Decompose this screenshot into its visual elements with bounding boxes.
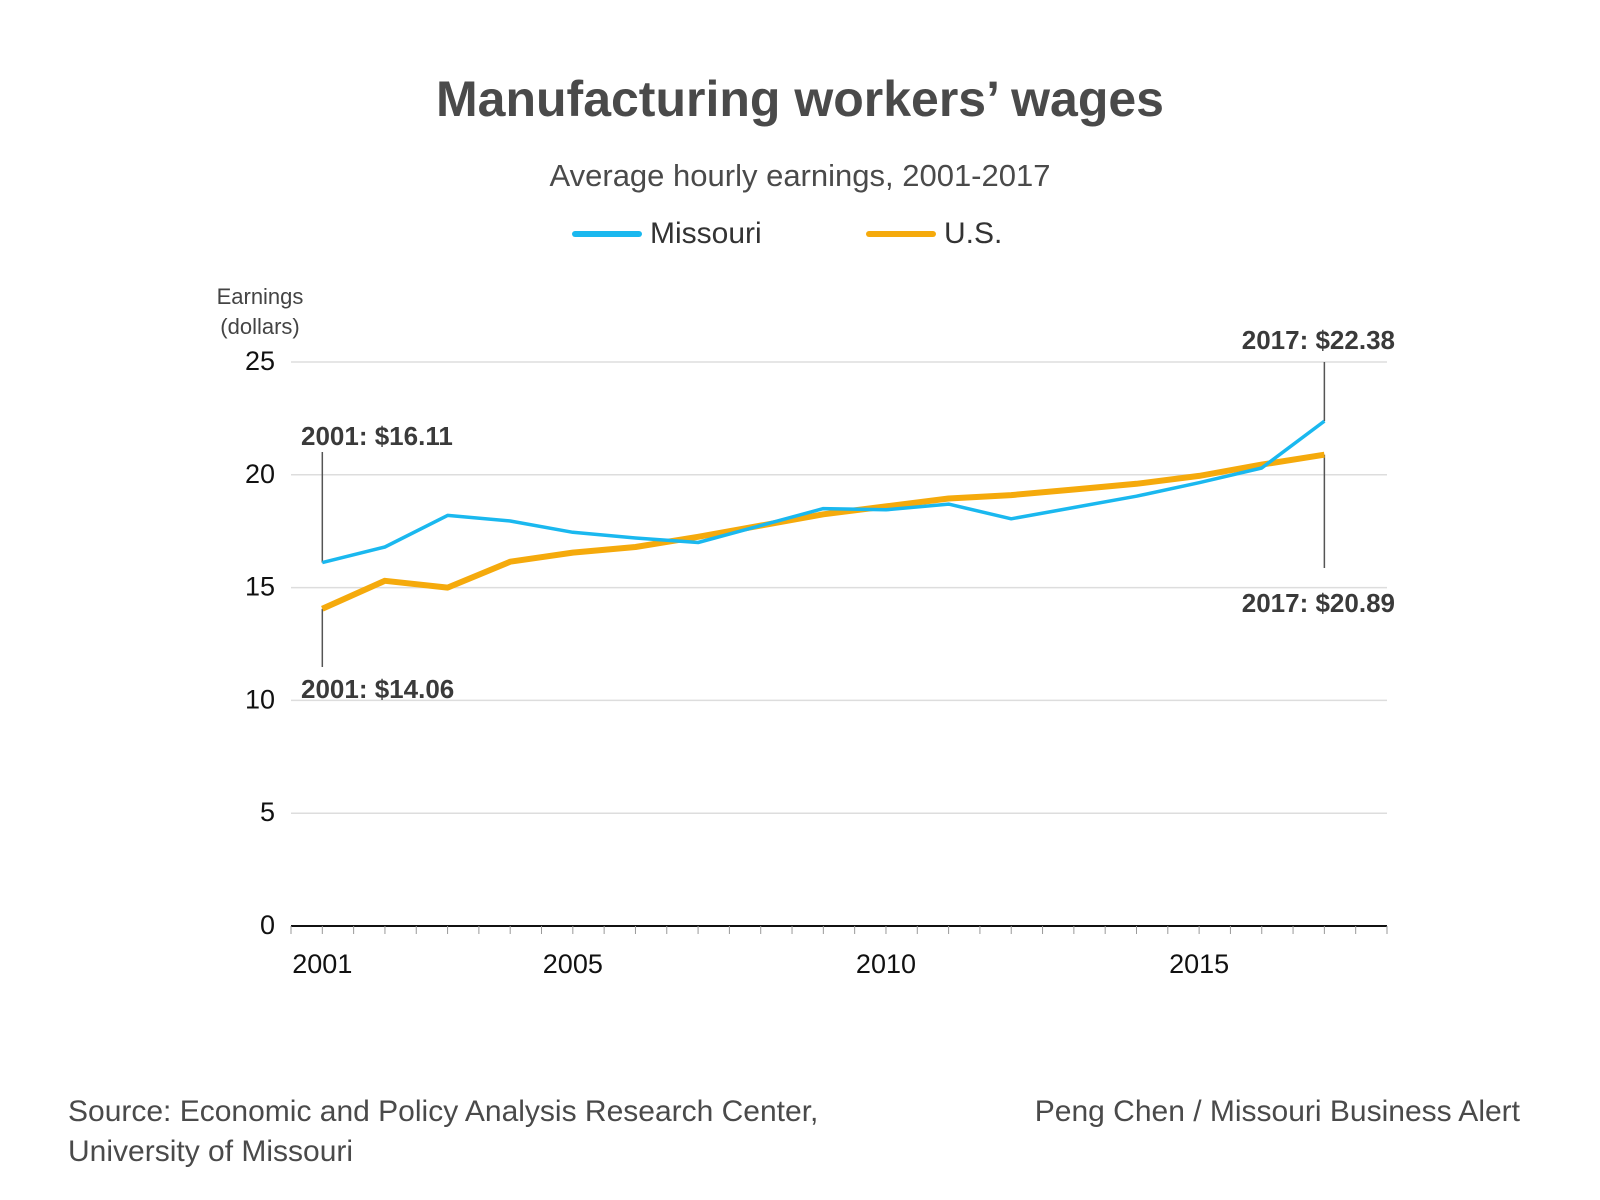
- annotation-label-1: 2001: $14.06: [301, 674, 454, 704]
- y-axis-label-line1: Earnings: [216, 284, 304, 309]
- x-tick-label-2001: 2001: [292, 949, 352, 979]
- y-tick-label-20: 20: [245, 459, 275, 489]
- x-tick-label-2005: 2005: [543, 949, 603, 979]
- y-tick-label-0: 0: [260, 910, 275, 940]
- legend-item-missouri: Missouri: [572, 214, 762, 254]
- annotation-label-3: 2017: $20.89: [1242, 588, 1395, 618]
- y-axis-label: Earnings (dollars): [190, 282, 330, 342]
- legend-item-us: U.S.: [866, 214, 1002, 254]
- y-tick-label-15: 15: [245, 572, 275, 602]
- chart-subtitle: Average hourly earnings, 2001-2017: [549, 158, 1051, 193]
- y-tick-label-5: 5: [260, 797, 275, 827]
- source-line2: University of Missouri: [68, 1135, 354, 1168]
- y-tick-label-25: 25: [245, 346, 275, 376]
- source-note: Source: Economic and Policy Analysis Res…: [68, 1092, 928, 1172]
- y-axis-label-line2: (dollars): [220, 314, 300, 339]
- legend-label-missouri: Missouri: [650, 217, 762, 250]
- x-tick-label-2015: 2015: [1169, 949, 1229, 979]
- annotation-label-2: 2017: $22.38: [1242, 325, 1395, 355]
- legend-swatch-us: [866, 231, 936, 237]
- chart-title: Manufacturing workers’ wages: [436, 71, 1164, 127]
- series-line-us: [321, 451, 1325, 612]
- credit-note: Peng Chen / Missouri Business Alert: [1034, 1095, 1520, 1128]
- series-line-missouri: [321, 419, 1326, 565]
- legend-swatch-missouri: [572, 231, 642, 237]
- source-line1: Source: Economic and Policy Analysis Res…: [68, 1095, 819, 1128]
- y-tick-label-10: 10: [245, 684, 275, 714]
- legend-label-us: U.S.: [944, 217, 1003, 250]
- annotation-label-0: 2001: $16.11: [301, 421, 453, 451]
- line-chart: 0 5 10 15 20 25 2001 2005 2010 2015 2001: $16.11 20…: [245, 325, 1395, 979]
- x-tick-label-2010: 2010: [856, 949, 916, 979]
